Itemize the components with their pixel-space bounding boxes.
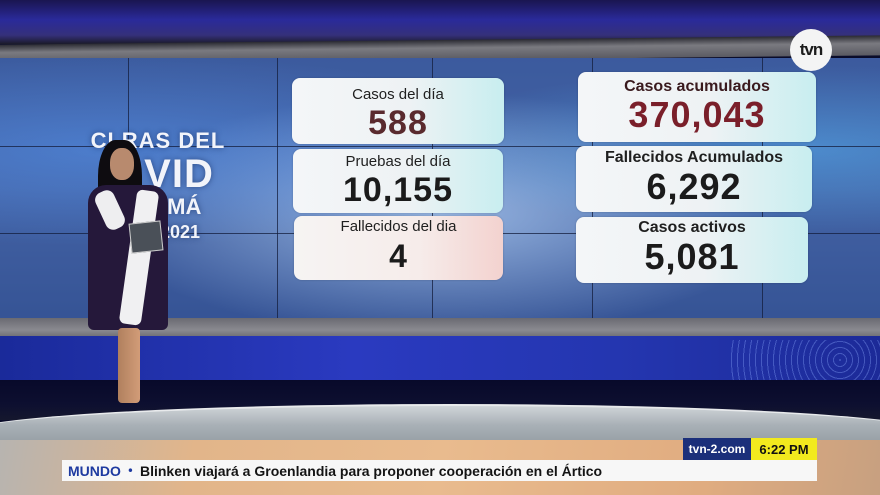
stat-label: Fallecidos Acumulados — [604, 149, 784, 166]
stat-value: 10,155 — [343, 171, 453, 209]
stat-label: Fallecidos del dia — [340, 218, 457, 235]
tvn-logo-icon: tvn — [790, 29, 832, 71]
time-badge: 6:22 PM — [751, 438, 817, 460]
website-badge: tvn-2.com — [683, 438, 751, 460]
presenter-legs — [118, 328, 140, 403]
tablet-icon — [128, 220, 164, 254]
ticker-section: MUNDO — [68, 462, 121, 479]
stat-card-fallecidos-acumulados: Fallecidos Acumulados 6,292 — [576, 146, 812, 212]
seam — [277, 58, 278, 320]
logo-text: tvn — [799, 40, 823, 59]
stat-value: 370,043 — [628, 94, 766, 135]
news-ticker: MUNDO • Blinken viajará a Groenlandia pa… — [62, 460, 817, 481]
bullet-icon: • — [126, 463, 134, 478]
stat-card-casos-acumulados: Casos acumulados 370,043 — [578, 72, 816, 142]
presenter — [78, 130, 178, 405]
stat-label: Casos activos — [638, 219, 746, 236]
stat-value: 6,292 — [646, 166, 742, 207]
stat-label: Casos acumulados — [624, 78, 770, 95]
stat-card-fallecidos-dia: Fallecidos del dia 4 — [294, 216, 503, 280]
stat-label: Casos del día — [352, 86, 444, 103]
stat-card-casos-dia: Casos del día 588 — [292, 78, 504, 144]
blue-led-band — [0, 336, 880, 382]
stat-label: Pruebas del día — [345, 153, 451, 170]
stat-value: 4 — [389, 238, 408, 274]
presenter-face — [110, 148, 134, 180]
stat-value: 588 — [368, 104, 428, 142]
ticker-headline: Blinken viajará a Groenlandia para propo… — [139, 462, 603, 479]
stat-card-pruebas-dia: Pruebas del día 10,155 — [293, 149, 503, 213]
stat-card-casos-activos: Casos activos 5,081 — [576, 217, 808, 283]
stat-value: 5,081 — [644, 236, 740, 277]
